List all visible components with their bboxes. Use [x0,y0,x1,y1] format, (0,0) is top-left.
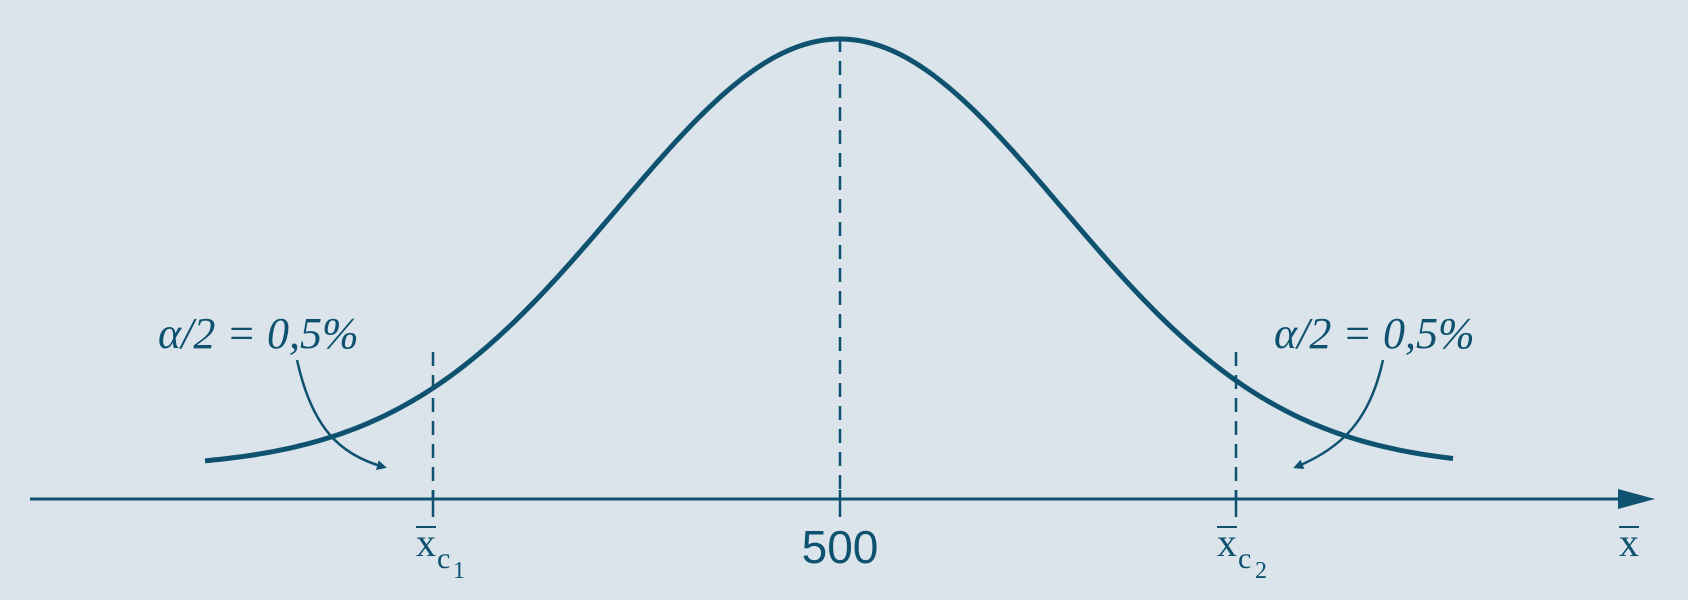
xbar-left-sub: c [437,542,450,575]
xbar-left-index: 1 [453,558,465,584]
right-tail-arrow [1293,359,1385,469]
right-critical-value-label: x c 2 [1217,520,1267,584]
axis-label: x [1619,520,1639,565]
left-alpha-label: α/2 = 0,5% [158,309,359,358]
xbar-right: x [1217,520,1237,565]
mean-label: 500 [802,521,879,573]
xbar-left: x [416,520,436,565]
left-tail-arrow [295,359,387,470]
axis-label-x: x [1619,520,1639,565]
x-axis-arrowhead [1618,489,1655,509]
right-alpha-label: α/2 = 0,5% [1274,309,1475,358]
normal-curve [204,36,1454,464]
xbar-right-sub: c [1238,542,1251,575]
left-critical-value-label: x c 1 [416,520,465,584]
xbar-right-index: 2 [1255,558,1267,584]
